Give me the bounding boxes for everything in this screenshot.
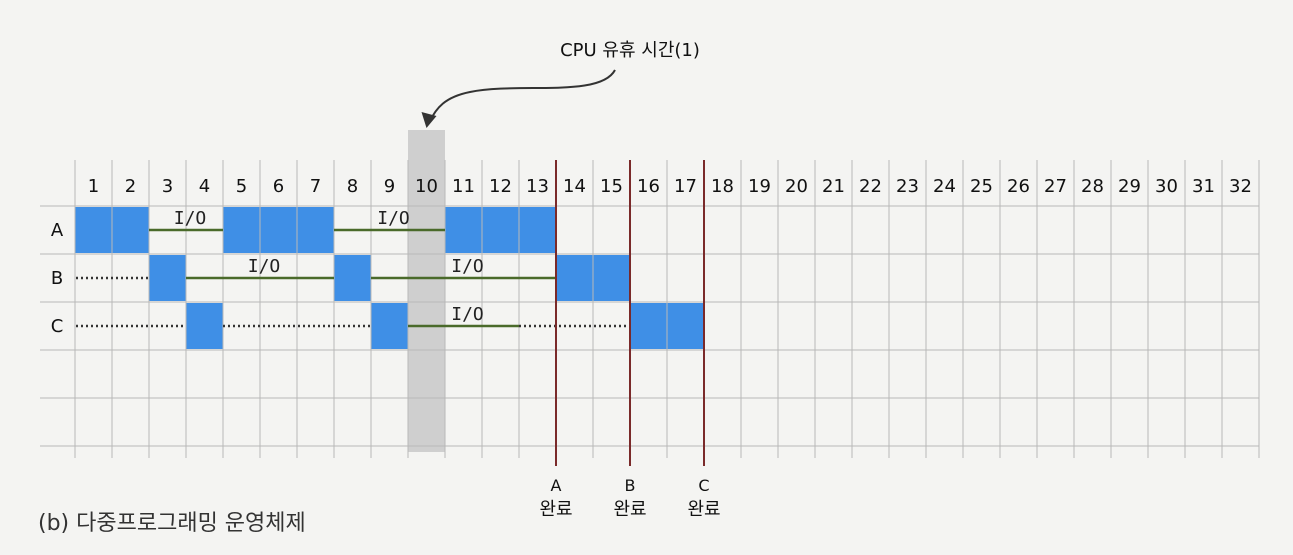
column-header-5: 5: [236, 176, 247, 197]
column-header-29: 29: [1118, 176, 1141, 197]
column-header-2: 2: [125, 176, 136, 197]
cpu-block-A: [445, 207, 556, 253]
column-header-3: 3: [162, 176, 173, 197]
completion-text: 완료: [613, 499, 647, 520]
completion-text: 완료: [687, 499, 721, 520]
column-header-4: 4: [199, 176, 210, 197]
row-label-A: A: [51, 220, 64, 241]
row-label-C: C: [51, 316, 64, 337]
column-header-6: 6: [273, 176, 284, 197]
column-header-11: 11: [452, 176, 475, 197]
cpu-block-C: [371, 303, 408, 349]
column-header-9: 9: [384, 176, 395, 197]
cpu-block-B: [334, 255, 371, 301]
column-header-17: 17: [674, 176, 697, 197]
column-header-30: 30: [1155, 176, 1178, 197]
column-header-8: 8: [347, 176, 358, 197]
column-header-28: 28: [1081, 176, 1104, 197]
column-header-13: 13: [526, 176, 549, 197]
io-label-C: I/O: [451, 304, 484, 325]
column-header-20: 20: [785, 176, 808, 197]
completion-process: B: [624, 476, 636, 495]
column-header-1: 1: [88, 176, 99, 197]
column-header-27: 27: [1044, 176, 1067, 197]
io-label-B: I/O: [248, 256, 281, 277]
column-header-26: 26: [1007, 176, 1030, 197]
figure-caption: (b) 다중프로그래밍 운영체제: [38, 511, 306, 536]
completion-label-B: B 완료: [600, 474, 660, 522]
completion-text: 완료: [539, 499, 573, 520]
column-header-12: 12: [489, 176, 512, 197]
column-header-10: 10: [415, 176, 438, 197]
cpu-block-A: [223, 207, 334, 253]
column-header-22: 22: [859, 176, 882, 197]
column-header-19: 19: [748, 176, 771, 197]
column-header-16: 16: [637, 176, 660, 197]
io-label-B: I/O: [451, 256, 484, 277]
io-label-A: I/O: [377, 208, 410, 229]
row-label-B: B: [51, 268, 63, 289]
cpu-block-C: [186, 303, 223, 349]
column-header-21: 21: [822, 176, 845, 197]
column-header-23: 23: [896, 176, 919, 197]
cpu-block-B: [149, 255, 186, 301]
column-header-7: 7: [310, 176, 321, 197]
io-label-A: I/O: [174, 208, 207, 229]
column-header-15: 15: [600, 176, 623, 197]
callout-arrowhead: [421, 112, 437, 128]
completion-process: C: [698, 476, 710, 495]
column-header-25: 25: [970, 176, 993, 197]
column-header-32: 32: [1229, 176, 1252, 197]
column-header-14: 14: [563, 176, 586, 197]
callout-arrow: [428, 69, 616, 123]
column-header-31: 31: [1192, 176, 1215, 197]
completion-label-C: C 완료: [674, 474, 734, 522]
column-header-18: 18: [711, 176, 734, 197]
completion-label-A: A 완료: [526, 474, 586, 522]
idle-time-callout: CPU 유휴 시간(1): [560, 40, 700, 61]
column-header-24: 24: [933, 176, 956, 197]
completion-process: A: [550, 476, 562, 495]
